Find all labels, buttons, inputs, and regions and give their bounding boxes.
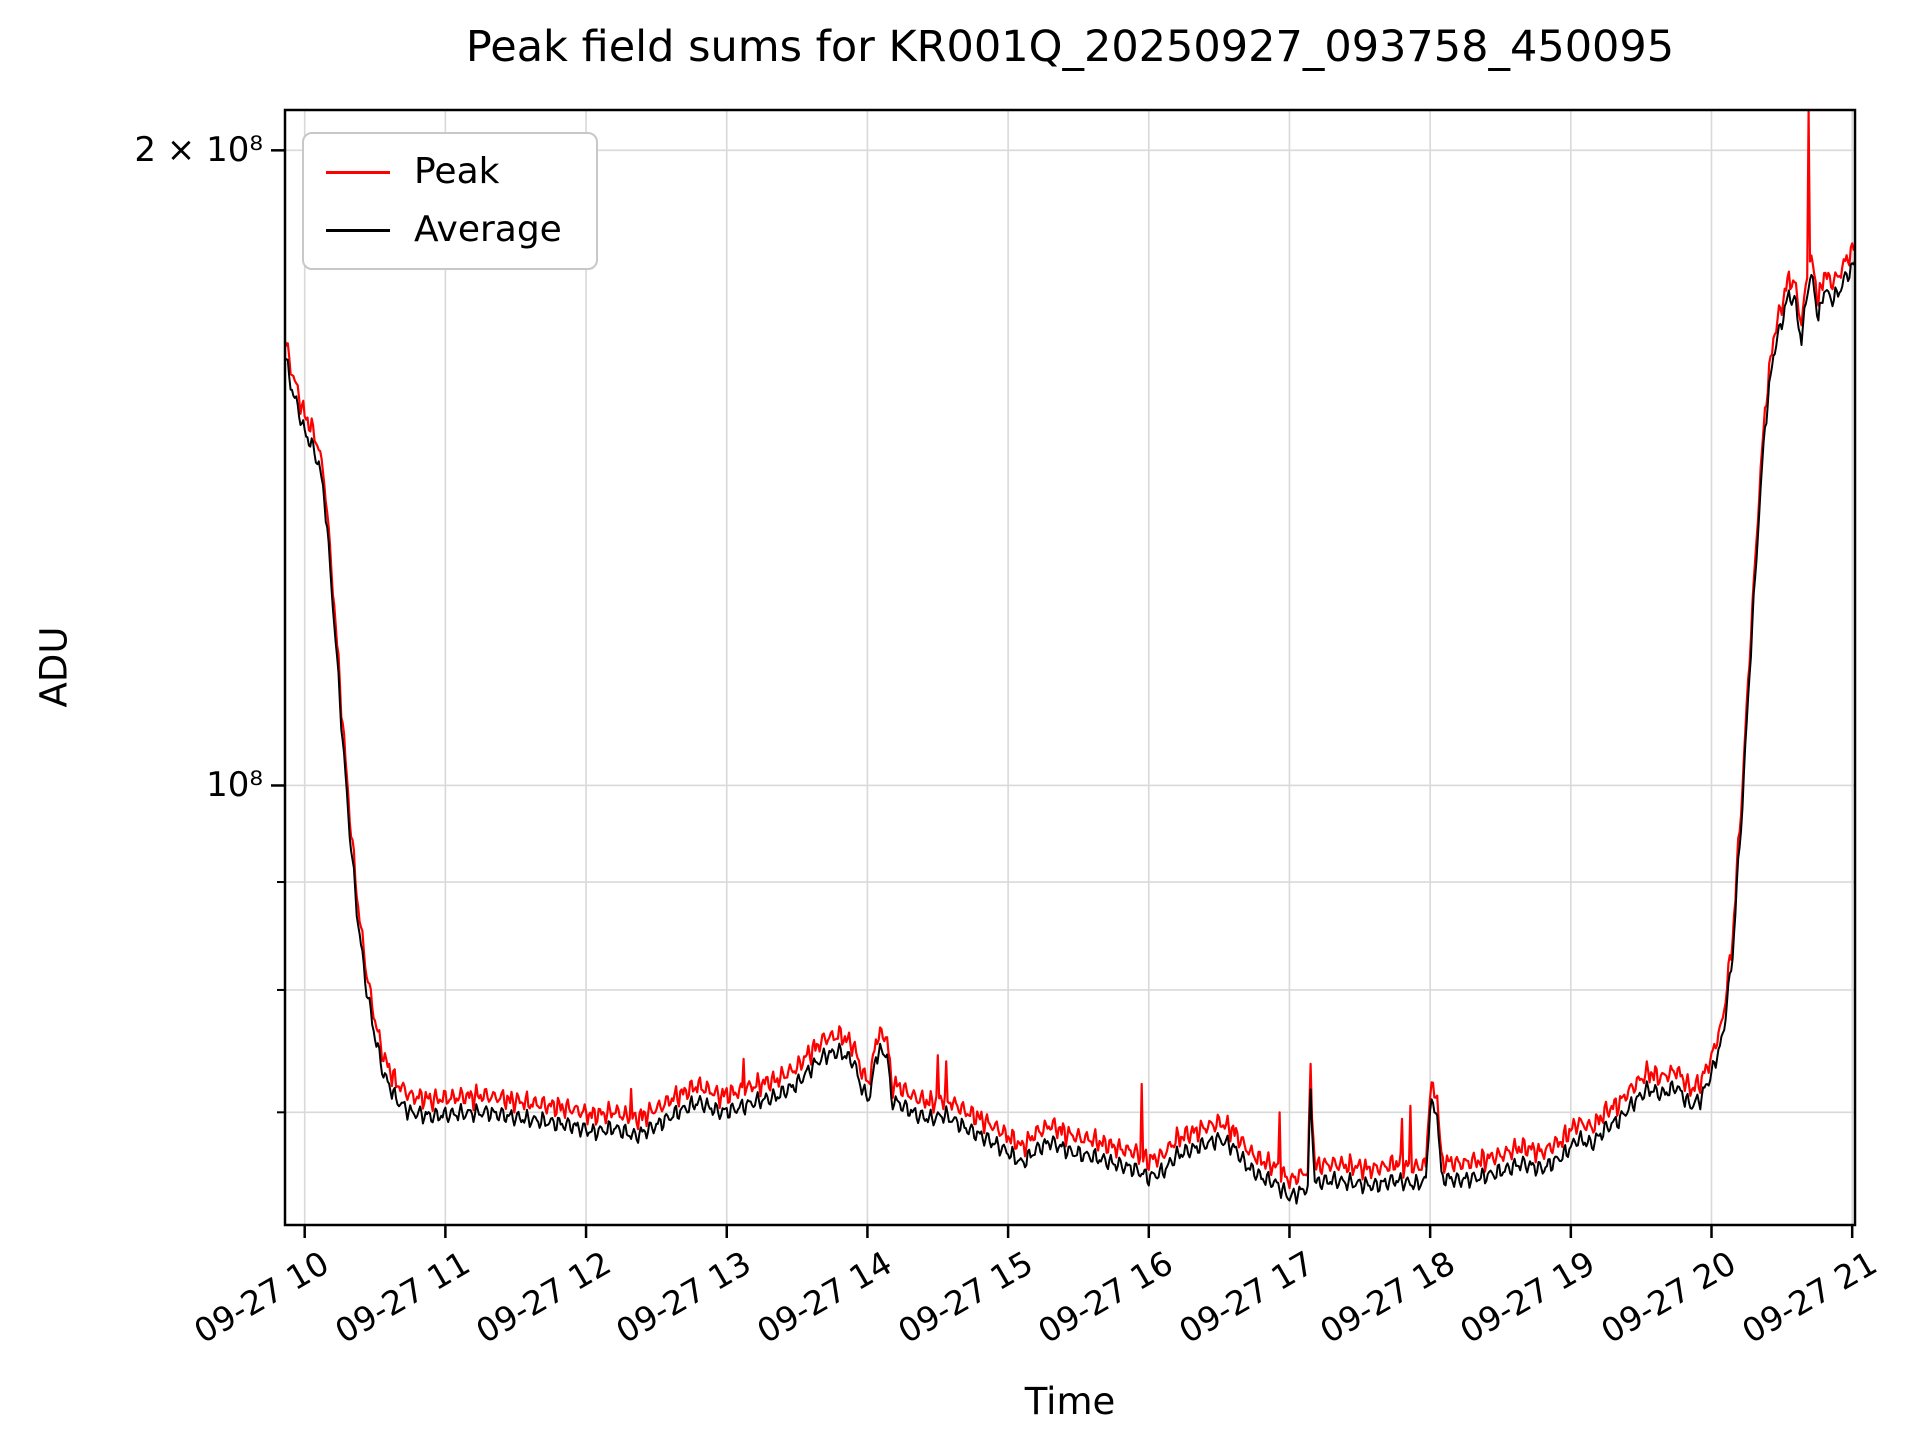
legend-item-peak: Peak bbox=[326, 150, 562, 194]
legend-label: Average bbox=[414, 209, 562, 250]
y-tick-label: 2 × 10⁸ bbox=[134, 130, 263, 171]
legend-label: Peak bbox=[414, 151, 500, 192]
y-tick-label: 10⁸ bbox=[206, 765, 263, 806]
legend-item-average: Average bbox=[326, 208, 562, 252]
chart-title: Peak field sums for KR001Q_20250927_0937… bbox=[465, 22, 1675, 72]
legend: Peak Average bbox=[302, 132, 598, 270]
legend-line-sample bbox=[326, 228, 390, 232]
average-line bbox=[284, 259, 1856, 1205]
peak-line bbox=[283, 108, 1857, 1190]
x-axis-label: Time bbox=[1024, 1380, 1116, 1423]
legend-line-sample bbox=[326, 170, 390, 174]
plot-border bbox=[283, 108, 1857, 1227]
